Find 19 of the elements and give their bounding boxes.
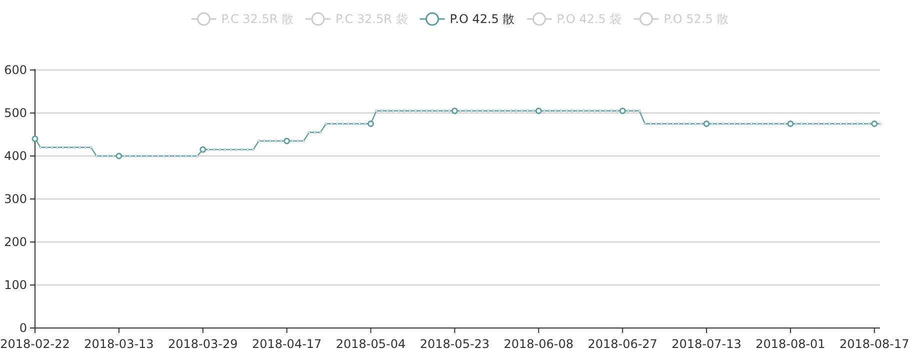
y-tick-label: 500 [4,106,27,120]
y-tick-label: 600 [4,63,27,77]
x-tick-label: 2018-07-13 [672,337,742,351]
x-tick-label: 2018-03-29 [168,337,238,351]
x-tick-label: 2018-05-04 [336,337,406,351]
x-tick-label: 2018-06-27 [588,337,658,351]
x-tick-label: 2018-08-17 [840,337,910,351]
y-tick-label: 400 [4,149,27,163]
y-tick-label: 300 [4,192,27,206]
legend-label: P.O 42.5 散 [450,12,515,26]
x-tick-label: 2018-02-22 [0,337,70,351]
x-tick-label: 2018-03-13 [84,337,154,351]
x-tick-label: 2018-08-01 [756,337,826,351]
x-tick-label: 2018-06-08 [504,337,574,351]
x-tick-label: 2018-05-23 [420,337,490,351]
y-tick-label: 0 [19,321,27,335]
y-tick-label: 100 [4,278,27,292]
x-tick-label: 2018-04-17 [252,337,322,351]
y-tick-label: 200 [4,235,27,249]
